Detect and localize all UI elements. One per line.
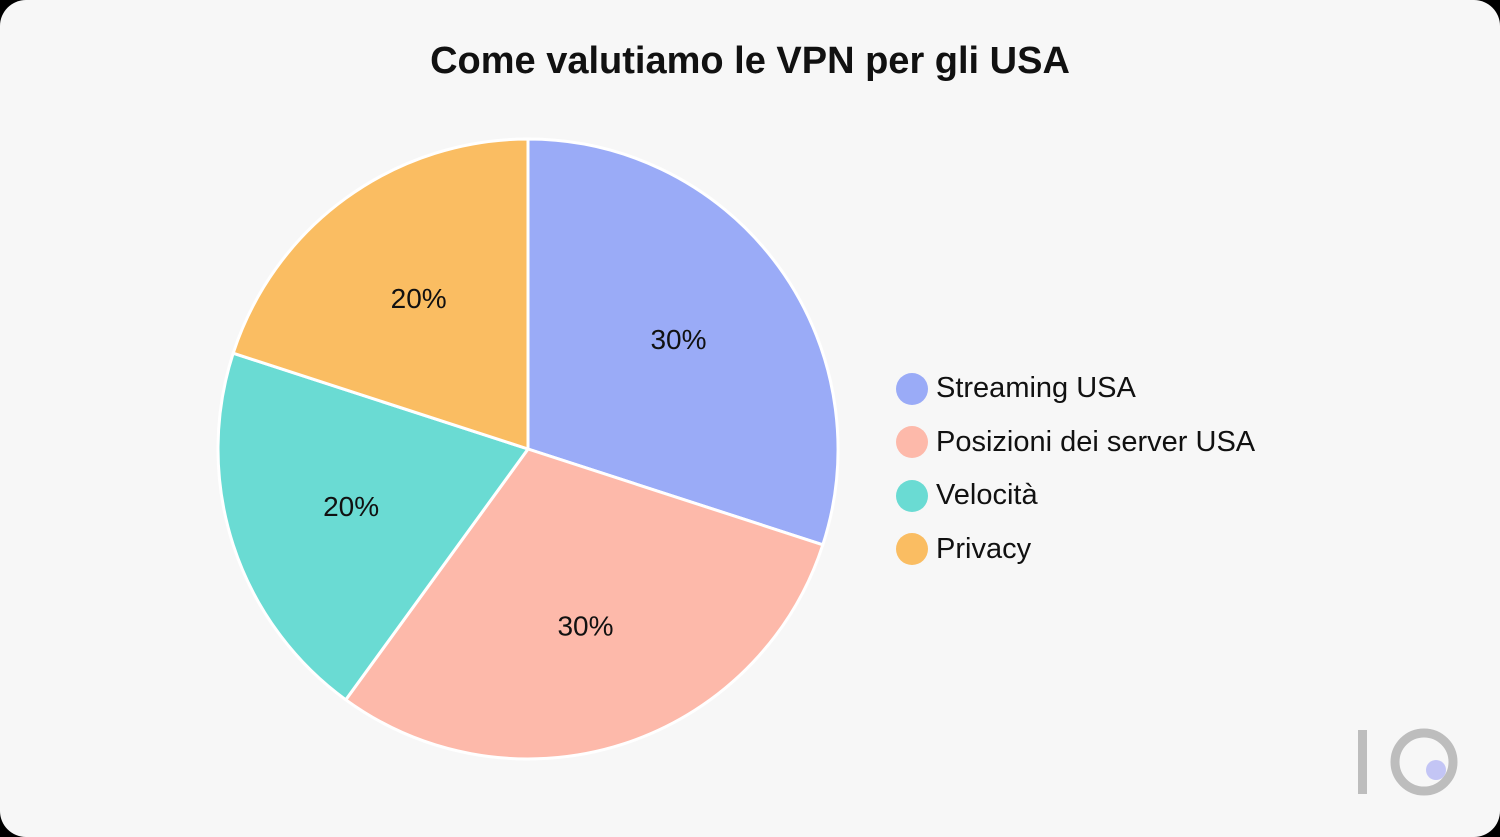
legend-swatch — [896, 372, 928, 405]
slice-label: 20% — [323, 491, 379, 522]
legend-item: Posizioni dei server USA — [896, 416, 1255, 470]
ten-logo-icon — [1358, 728, 1458, 796]
slice-label: 30% — [557, 610, 613, 641]
legend-label: Posizioni dei server USA — [936, 425, 1256, 458]
chart-legend: Streaming USA Posizioni dei server USA Vel… — [896, 362, 1255, 576]
legend-label: Velocità — [936, 479, 1038, 512]
legend-swatch — [896, 533, 928, 566]
legend-item: Streaming USA — [896, 362, 1255, 416]
pie-slice — [216, 351, 530, 702]
pie-slice — [526, 137, 840, 547]
legend-swatch — [896, 479, 928, 512]
chart-title: Come valutiamo le VPN per gli USA — [430, 40, 1070, 82]
legend-label: Streaming USA — [936, 372, 1136, 405]
slice-label: 20% — [391, 283, 447, 314]
legend-swatch — [896, 426, 928, 459]
pie-slice — [344, 447, 825, 761]
legend-item: Velocità — [896, 469, 1255, 523]
legend-item: Privacy — [896, 523, 1255, 577]
pie-slice — [231, 137, 530, 451]
slice-label: 30% — [650, 324, 706, 355]
legend-label: Privacy — [936, 532, 1032, 565]
